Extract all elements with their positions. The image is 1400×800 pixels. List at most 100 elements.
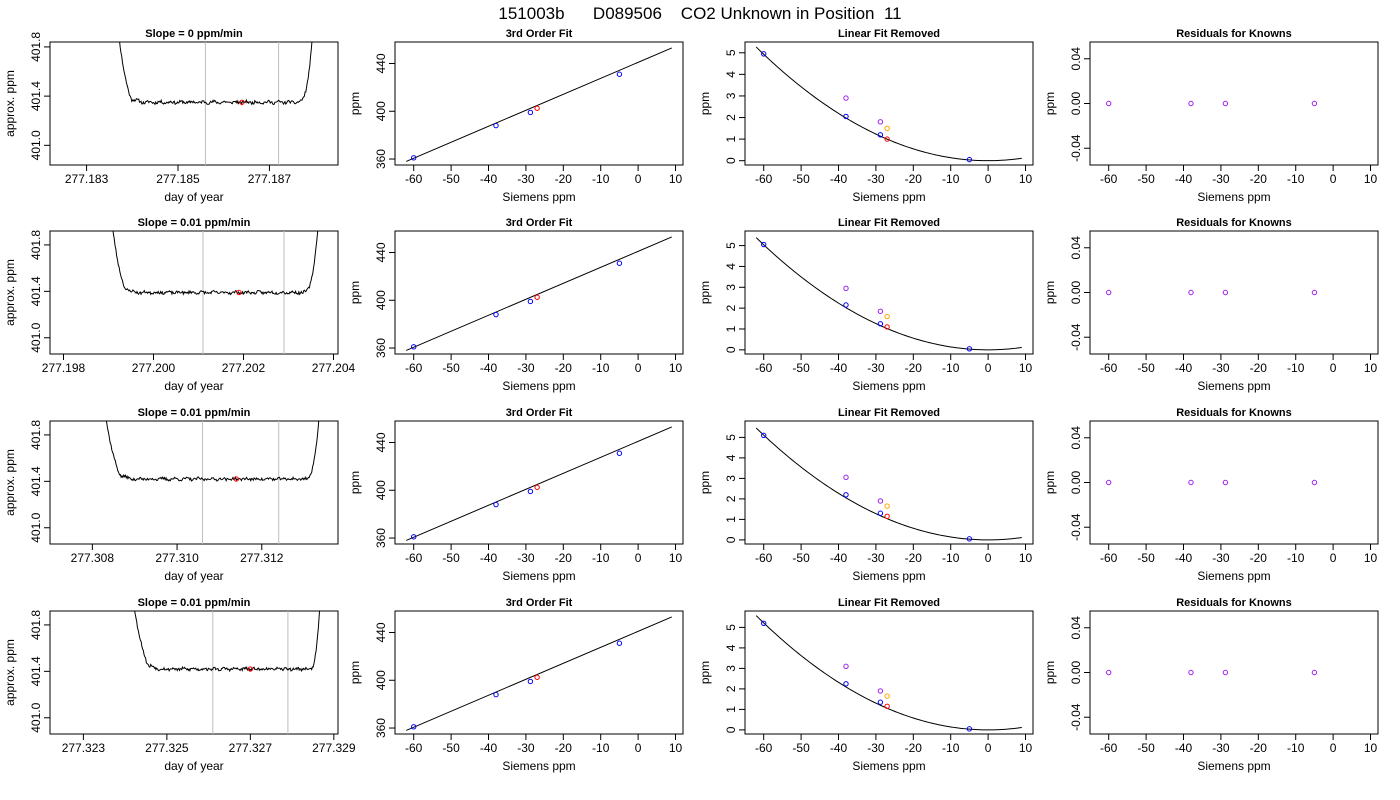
chart-panel: Slope = 0 ppm/min day of year approx. ppm 2… [3, 28, 339, 204]
y-tick-label: 4 [724, 454, 738, 461]
residual-point [1222, 479, 1229, 486]
y-tick-label: 401.4 [29, 656, 43, 686]
x-tick-label: -60 [755, 741, 773, 755]
chart-panel: Linear Fit Removed Siemens ppm ppm -60 -50 -4… [698, 407, 1034, 583]
x-axis-label: Siemens ppm [852, 190, 925, 204]
y-tick-label: 2 [724, 495, 738, 502]
x-tick-label: -60 [405, 741, 423, 755]
y-tick-label: 401.4 [29, 276, 43, 306]
known-point [616, 640, 623, 646]
plot-area [755, 427, 1022, 542]
panel-title: 3rd Order Fit [506, 28, 573, 40]
x-tick-label: -40 [1175, 551, 1193, 565]
known-point [493, 122, 499, 129]
x-tick-label: -20 [1250, 741, 1268, 755]
known-point [966, 536, 973, 542]
y-tick-label: 440 [374, 53, 388, 73]
x-tick-label: -30 [1212, 741, 1230, 755]
x-tick-label: -60 [1100, 361, 1118, 375]
known-point [411, 534, 417, 540]
x-axis-label: day of year [164, 759, 223, 773]
x-tick-label: -40 [1175, 172, 1193, 186]
plot-frame [394, 41, 684, 166]
y-tick-label: 401.4 [29, 466, 43, 496]
panel-title: Slope = 0.01 ppm/min [138, 407, 251, 419]
x-tick-label: -30 [867, 551, 885, 565]
x-tick-label: 10 [669, 361, 683, 375]
x-tick-label: 10 [669, 741, 683, 755]
x-tick-label: 0 [1330, 741, 1337, 755]
unknown-point [884, 136, 890, 142]
y-tick-label: 440 [374, 432, 388, 452]
x-tick-label: -60 [1100, 741, 1118, 755]
y-tick-label: 0.00 [1069, 660, 1083, 684]
residual-point [1311, 479, 1318, 486]
concentration-trace [112, 231, 319, 296]
x-tick-label: 10 [1364, 551, 1378, 565]
y-tick-label: 5 [724, 624, 738, 631]
y-tick-label: 401.8 [29, 610, 43, 640]
x-tick-label: -30 [867, 172, 885, 186]
plot-frame [49, 230, 339, 355]
chart-panel: Residuals for Knowns Siemens ppm ppm -60 -50… [1043, 597, 1379, 773]
residual-point [1188, 669, 1194, 676]
y-tick-label: 401.0 [29, 322, 43, 352]
residual-point [1188, 479, 1194, 486]
residual-point [1311, 100, 1318, 107]
residual-point [1222, 100, 1229, 107]
x-axis-label: Siemens ppm [1197, 190, 1270, 204]
residual-point [1188, 289, 1194, 296]
x-tick-label: 0 [1330, 172, 1337, 186]
y-tick-label: 1 [724, 516, 738, 523]
plot-frame [1089, 610, 1379, 735]
alt-point [877, 688, 884, 694]
residual-curve [755, 237, 1022, 351]
plot-frame [49, 41, 339, 166]
y-tick-label: 400 [374, 480, 388, 500]
x-axis-label: Siemens ppm [852, 569, 925, 583]
x-tick-label: -40 [480, 741, 498, 755]
plot-frame [744, 41, 1034, 166]
y-tick-label: 3 [724, 475, 738, 482]
chart-panel: Slope = 0.01 ppm/min day of year approx. p… [3, 597, 356, 773]
x-tick-label: -60 [755, 551, 773, 565]
known-point [616, 71, 623, 77]
plot-area [406, 47, 672, 162]
residual-point [1311, 669, 1318, 676]
concentration-trace [119, 42, 313, 106]
concentration-trace [105, 421, 320, 482]
x-tick-label: 10 [1364, 172, 1378, 186]
plot-area [755, 46, 1022, 163]
panel-title: Linear Fit Removed [838, 597, 940, 609]
y-axis-label: ppm [348, 661, 362, 684]
residual-point [1106, 669, 1112, 676]
known-point [877, 321, 884, 327]
x-axis-label: Siemens ppm [1197, 759, 1270, 773]
panel-title: Residuals for Knowns [1176, 28, 1292, 40]
x-tick-label: -40 [830, 361, 848, 375]
y-tick-label: 440 [374, 242, 388, 262]
y-tick-label: 401.0 [29, 512, 43, 542]
x-axis-label: Siemens ppm [502, 759, 575, 773]
x-tick-label: 277.325 [145, 741, 189, 755]
x-tick-label: -30 [867, 361, 885, 375]
x-tick-label: -50 [442, 551, 460, 565]
x-tick-label: 0 [635, 172, 642, 186]
x-tick-label: -30 [1212, 172, 1230, 186]
fit-line [406, 236, 672, 351]
x-tick-label: -10 [1287, 741, 1305, 755]
alt-point [843, 95, 849, 101]
plot-area [119, 42, 313, 165]
plot-area [1106, 100, 1318, 107]
y-tick-label: 0 [724, 536, 738, 543]
chart-panel: Linear Fit Removed Siemens ppm ppm -60 -50 -4… [698, 28, 1034, 204]
x-axis-label: day of year [164, 190, 223, 204]
chart-panel: Linear Fit Removed Siemens ppm ppm -60 -50 -4… [698, 597, 1034, 773]
panel-title: Residuals for Knowns [1176, 407, 1292, 419]
x-tick-label: -40 [830, 741, 848, 755]
x-tick-label: -10 [942, 551, 960, 565]
x-axis-label: Siemens ppm [502, 379, 575, 393]
x-tick-label: -50 [792, 172, 810, 186]
unknown-point [884, 513, 890, 520]
